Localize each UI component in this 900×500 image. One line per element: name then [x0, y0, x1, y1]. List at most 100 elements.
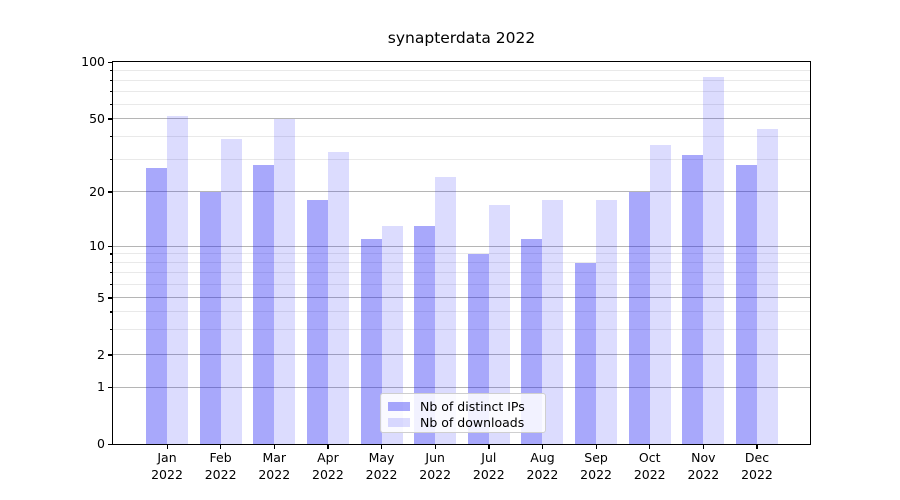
y-tick-label: 1	[97, 379, 105, 394]
x-tick	[166, 445, 168, 449]
bar-distinct-ips-dec	[735, 165, 757, 444]
bar-distinct-ips-may	[360, 238, 382, 444]
minor-gridline	[113, 262, 810, 264]
y-tick	[108, 354, 113, 356]
x-tick	[273, 445, 275, 449]
minor-gridline	[113, 159, 810, 161]
minor-gridline	[113, 272, 810, 274]
bar-downloads-sep	[596, 200, 618, 444]
y-minor-tick	[110, 272, 113, 274]
x-tick-label-jun: Jun 2022	[419, 450, 452, 482]
bar-distinct-ips-feb	[199, 192, 221, 444]
y-tick-label: 5	[97, 289, 105, 305]
y-tick-label: 0	[97, 436, 105, 451]
x-tick-label-sep: Sep 2022	[580, 450, 612, 482]
bar-downloads-feb	[220, 138, 242, 444]
bar-downloads-may	[381, 225, 403, 444]
y-tick	[108, 297, 113, 299]
y-tick	[108, 191, 113, 193]
y-tick	[108, 61, 113, 63]
y-tick	[108, 118, 113, 120]
bar-distinct-ips-mar	[253, 165, 275, 444]
minor-gridline	[113, 329, 810, 331]
bar-distinct-ips-nov	[682, 154, 704, 444]
minor-gridline	[113, 90, 810, 92]
bar-distinct-ips-jun	[414, 225, 436, 444]
plot-area	[112, 61, 811, 445]
major-gridline	[113, 245, 810, 247]
y-minor-tick	[110, 79, 113, 82]
major-gridline	[113, 191, 810, 193]
x-tick	[381, 445, 383, 449]
x-tick-label-aug: Aug 2022	[526, 450, 559, 482]
y-minor-tick	[110, 103, 113, 105]
bar-downloads-oct	[649, 145, 671, 444]
bar-downloads-mar	[274, 119, 296, 444]
bar-distinct-ips-jan	[146, 168, 167, 444]
legend-entry-downloads: Nb of downloads	[388, 414, 545, 430]
minor-gridline	[113, 70, 810, 72]
legend-label: Nb of distinct IPs	[420, 398, 525, 414]
x-tick-label-dec: Dec 2022	[741, 450, 773, 482]
y-minor-tick	[110, 262, 113, 264]
y-tick	[108, 386, 113, 388]
y-tick	[108, 245, 113, 247]
y-minor-tick	[110, 90, 113, 92]
x-tick	[541, 445, 544, 449]
bar-downloads-aug	[542, 200, 564, 444]
chart-title: synapterdata 2022	[387, 29, 536, 47]
minor-gridline	[113, 283, 810, 285]
legend: Nb of distinct IPs Nb of downloads	[380, 393, 546, 433]
bar-distinct-ips-oct	[628, 192, 650, 444]
major-gridline	[113, 386, 810, 388]
bar-distinct-ips-apr	[306, 200, 328, 444]
x-tick-label-mar: Mar 2022	[258, 450, 291, 482]
minor-gridline	[113, 103, 810, 105]
y-minor-tick	[110, 253, 113, 255]
legend-entry-distinct-ips: Nb of distinct IPs	[388, 398, 545, 414]
y-tick-label: 100	[81, 54, 105, 69]
minor-gridline	[113, 253, 810, 255]
y-tick-label: 10	[89, 238, 105, 253]
x-tick	[649, 445, 651, 449]
bar-downloads-jun	[435, 177, 457, 444]
legend-swatch-downloads	[388, 417, 410, 427]
y-minor-tick	[110, 329, 113, 331]
x-tick	[327, 445, 329, 449]
bar-downloads-apr	[327, 152, 349, 444]
major-gridline	[113, 354, 810, 356]
major-gridline	[113, 118, 810, 120]
x-tick-label-nov: Nov 2022	[687, 450, 720, 482]
legend-label: Nb of downloads	[420, 414, 525, 430]
x-tick-label-jul: Jul 2022	[472, 450, 505, 482]
x-tick	[488, 445, 490, 449]
x-tick-label-jan: Jan 2022	[151, 450, 183, 482]
y-tick-label: 50	[89, 110, 105, 126]
minor-gridline	[113, 136, 810, 138]
bar-downloads-jan	[167, 115, 188, 444]
legend-swatch-distinct-ips	[388, 401, 410, 411]
x-tick	[434, 445, 436, 449]
minor-gridline	[113, 311, 810, 313]
x-tick-label-feb: Feb 2022	[204, 450, 237, 482]
x-tick-label-apr: Apr 2022	[312, 450, 344, 482]
minor-gridline	[113, 79, 810, 81]
y-tick-label: 20	[89, 183, 105, 199]
y-minor-tick	[110, 283, 113, 285]
y-tick	[108, 443, 113, 445]
bar-downloads-nov	[703, 77, 725, 444]
bar-distinct-ips-aug	[521, 238, 543, 444]
bar-downloads-jul	[488, 204, 510, 444]
y-minor-tick	[110, 70, 113, 72]
bar-downloads-dec	[756, 129, 778, 444]
y-tick-label: 2	[97, 346, 105, 362]
y-minor-tick	[110, 311, 113, 313]
y-minor-tick	[110, 159, 113, 161]
x-tick	[220, 445, 222, 449]
y-minor-tick	[110, 136, 113, 138]
x-tick-label-may: May 2022	[365, 450, 398, 482]
x-tick	[756, 445, 758, 449]
x-tick	[595, 445, 597, 449]
major-gridline	[113, 297, 810, 299]
